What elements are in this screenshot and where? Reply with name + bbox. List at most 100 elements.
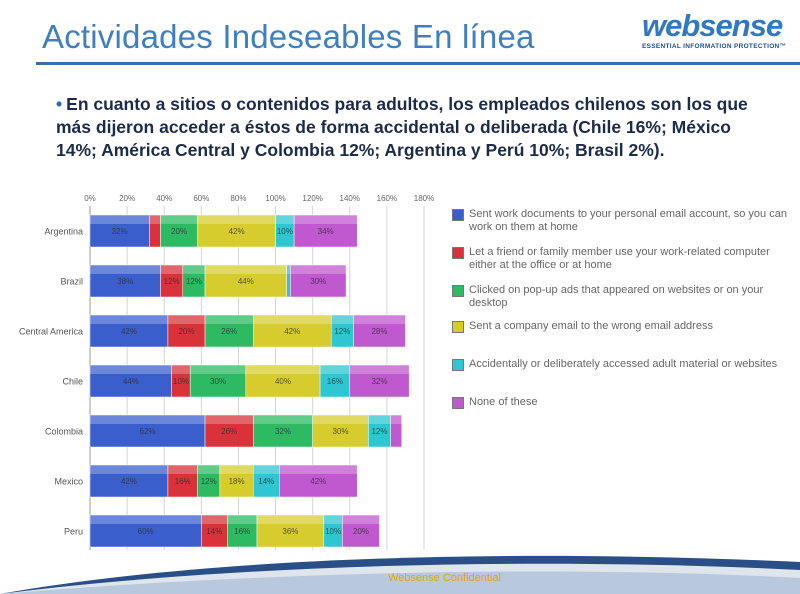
summary-bullet: • En cuanto a sitios o contenidos para ad… [56, 93, 756, 162]
bar-segment [290, 264, 347, 298]
data-label: 30% [332, 427, 348, 436]
data-label: 20% [178, 327, 194, 336]
bar-segment-highlight [279, 465, 358, 474]
bar-segment [390, 414, 402, 448]
bullet-marker: • [56, 94, 63, 114]
bar-segment-highlight [320, 365, 350, 374]
title-divider [36, 62, 800, 65]
data-label: 12% [201, 477, 217, 486]
bar-segment [167, 464, 198, 498]
x-tick-label: 160% [377, 194, 397, 203]
data-label: 26% [221, 327, 237, 336]
data-label: 60% [138, 527, 154, 536]
bar-segment [204, 314, 254, 348]
x-tick-label: 100% [265, 194, 285, 203]
data-label: 20% [353, 527, 369, 536]
legend-swatch [452, 397, 464, 409]
bar-segment [219, 464, 254, 498]
bar-segment-highlight [353, 315, 406, 324]
summary-text: En cuanto a sitios o contenidos para adu… [56, 94, 748, 160]
category-label: Chile [62, 377, 83, 387]
bar-segment [167, 314, 206, 348]
data-label: 40% [275, 377, 291, 386]
footer-confidential: Websense Confidential [388, 572, 501, 584]
bar-segment-highlight [160, 215, 198, 224]
data-label: 10% [277, 227, 293, 236]
data-label: 42% [229, 227, 245, 236]
footer-swoosh-decoration [0, 555, 800, 594]
data-label: 36% [282, 527, 298, 536]
legend-swatch [452, 285, 464, 297]
bar-segment-highlight [182, 265, 206, 274]
legend-swatch [452, 209, 464, 221]
bar-segment-highlight [190, 365, 246, 374]
legend-label: Clicked on pop-up ads that appeared on w… [469, 284, 764, 309]
bar-segment-highlight [323, 515, 343, 524]
data-label: 18% [229, 477, 245, 486]
data-label: 42% [284, 327, 300, 336]
bar-segment [197, 214, 276, 248]
bar-segment [342, 514, 380, 548]
legend-swatch [452, 247, 464, 259]
data-label: 16% [327, 377, 343, 386]
data-label: 10% [173, 377, 189, 386]
bar-segment-highlight [227, 515, 257, 524]
bar-segment [89, 314, 169, 348]
data-label: 10% [325, 527, 341, 536]
category-label: Peru [64, 527, 83, 537]
data-label: 12% [164, 277, 180, 286]
bar-segment-highlight [201, 515, 228, 524]
data-label: 20% [171, 227, 187, 236]
bar-segment-highlight [90, 365, 172, 374]
data-label: 12% [186, 277, 202, 286]
bar-segment [89, 364, 172, 398]
bar-segment [253, 464, 280, 498]
x-tick-label: 20% [119, 194, 135, 203]
legend-label: Accidentally or deliberately accessed ad… [469, 358, 778, 370]
bar-segment [160, 214, 198, 248]
legend-label: Sent work documents to your personal ema… [469, 208, 787, 233]
x-tick-label: 0% [84, 194, 96, 203]
bar-segment-highlight [349, 365, 410, 374]
bar-segment-highlight [257, 515, 324, 524]
bar-segment-highlight [160, 265, 183, 274]
data-label: 62% [140, 427, 156, 436]
data-label: 44% [123, 377, 139, 386]
bar-segment-highlight [245, 365, 321, 374]
data-label: 32% [275, 427, 291, 436]
bar-segment-highlight [90, 265, 161, 274]
x-tick-label: 80% [230, 194, 246, 203]
bar-segment-highlight [331, 315, 354, 324]
bar-segment [204, 414, 254, 448]
bar-segment [256, 514, 325, 548]
x-tick-label: 140% [340, 194, 360, 203]
x-tick-label: 40% [156, 194, 172, 203]
data-label: 42% [121, 327, 137, 336]
bar-segment-highlight [205, 265, 287, 274]
bar-segment-highlight [294, 215, 358, 224]
legend-label: Sent a company email to the wrong email … [469, 320, 713, 332]
legend-label: None of these [469, 396, 538, 408]
x-tick-label: 60% [193, 194, 209, 203]
bar-segment-highlight [90, 215, 150, 224]
data-label: 34% [318, 227, 334, 236]
data-label: 44% [238, 277, 254, 286]
bar-segment-highlight [90, 415, 206, 424]
bar-segment-highlight [90, 315, 168, 324]
logo-wordmark: websense [642, 8, 783, 43]
legend-swatch [452, 321, 464, 333]
bar-segment-highlight [90, 465, 168, 474]
data-label: 14% [206, 527, 222, 536]
data-label: 38% [117, 277, 133, 286]
data-label: 12% [334, 327, 350, 336]
data-label: 42% [310, 477, 326, 486]
legend-swatch [452, 359, 464, 371]
data-label: 26% [221, 427, 237, 436]
bar-segment-highlight [219, 465, 254, 474]
bar-segment-highlight [368, 415, 391, 424]
bar-segment [89, 214, 150, 248]
page-title: Actividades Indeseables En línea [42, 18, 535, 55]
data-label: 14% [258, 477, 274, 486]
data-label: 32% [112, 227, 128, 236]
bar-segment-highlight [253, 315, 332, 324]
